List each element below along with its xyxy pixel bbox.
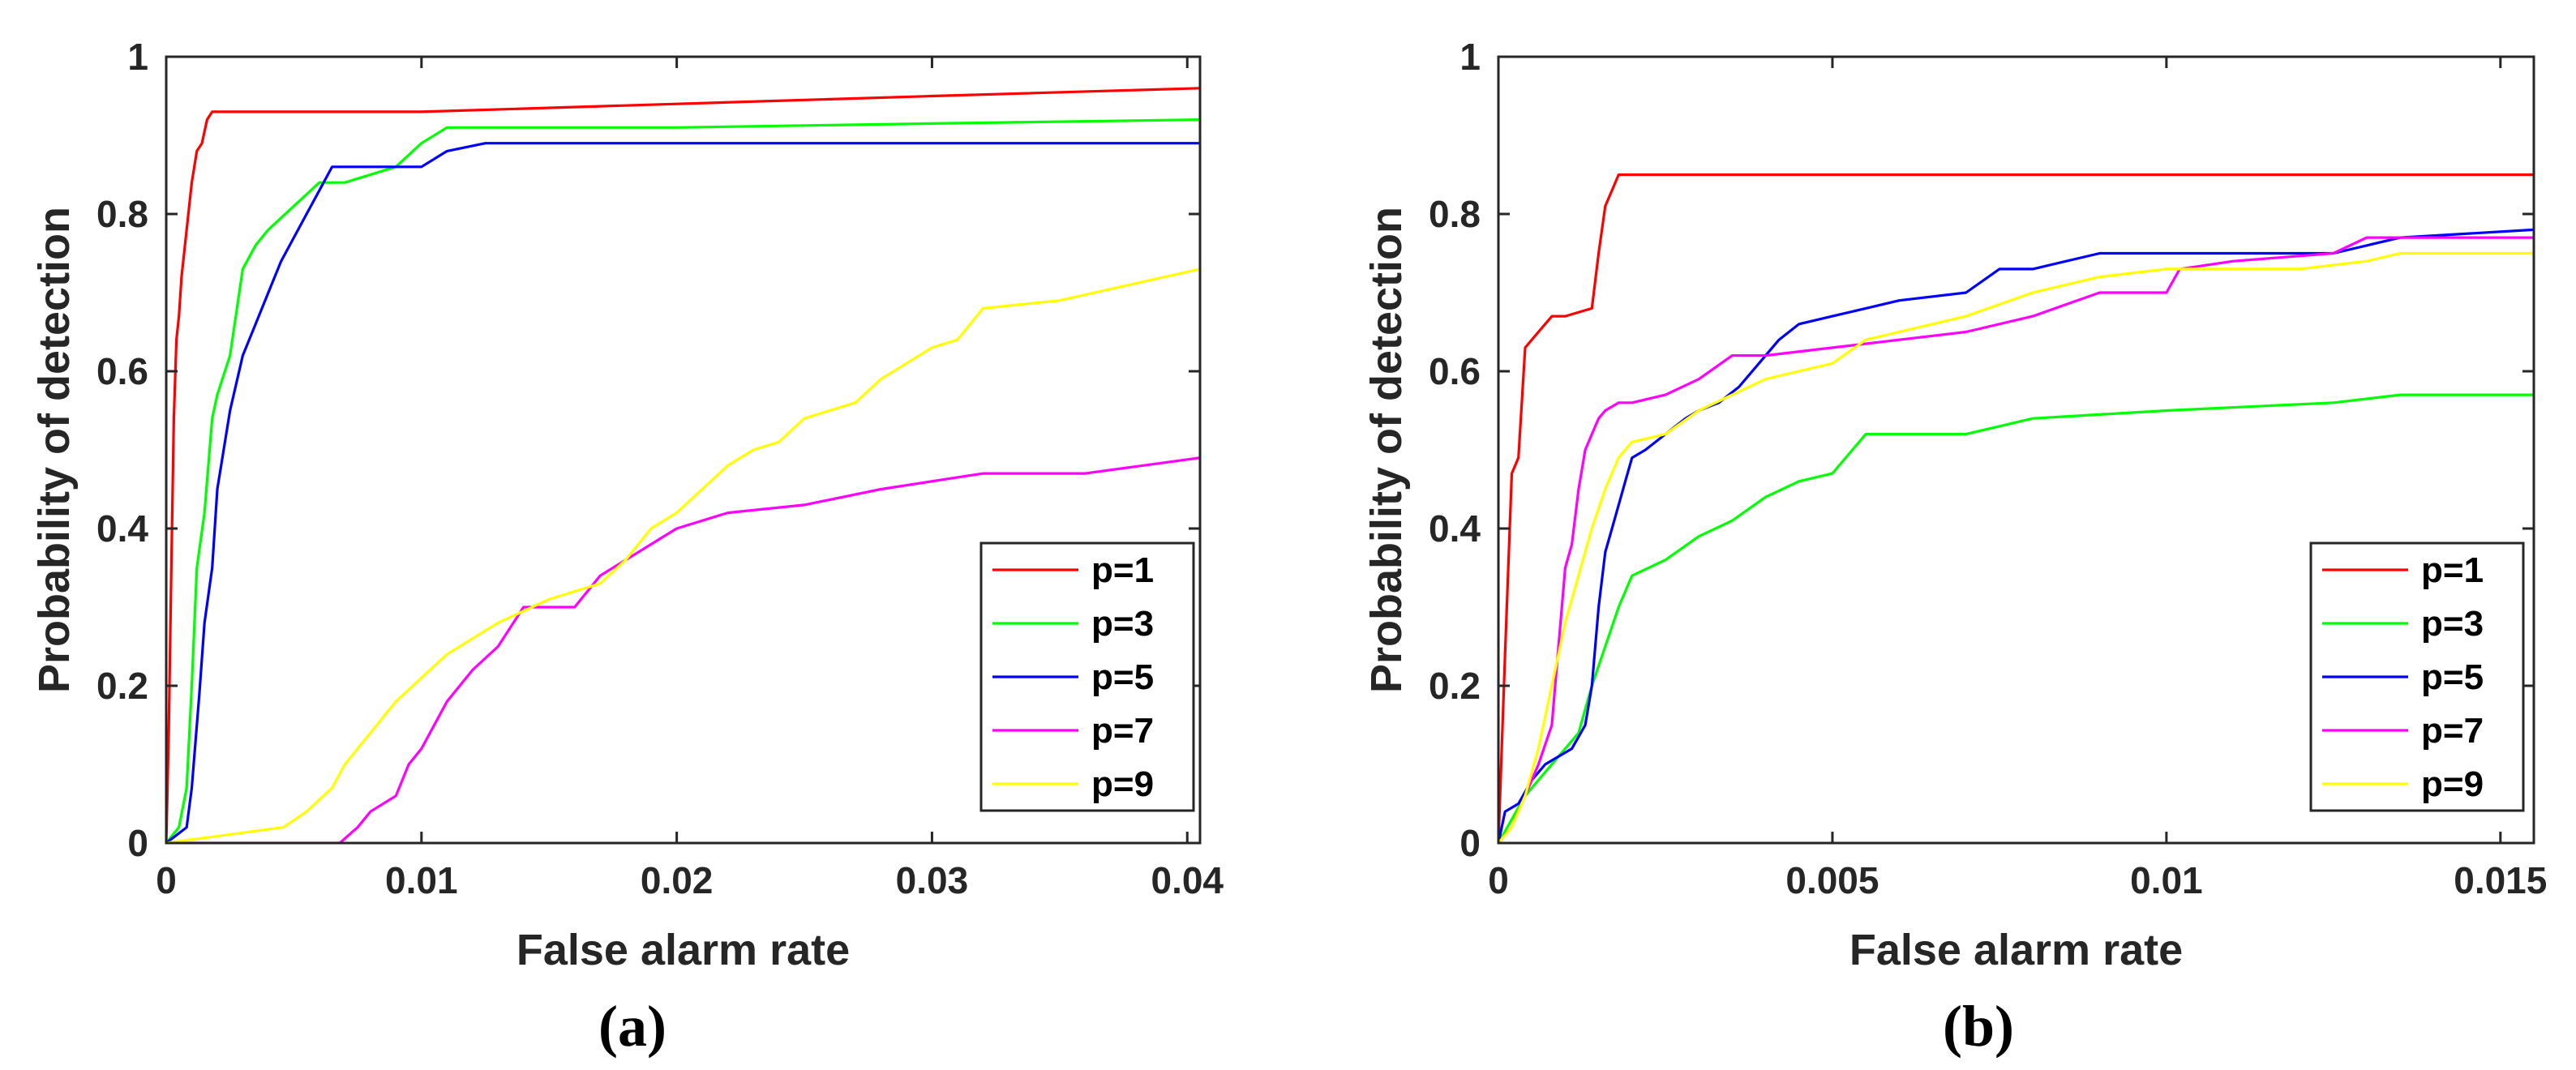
axes-frame	[165, 55, 1202, 845]
series-line-p=1	[166, 87, 1200, 843]
legend-label-p=3: p=3	[2421, 604, 2484, 644]
legend-label-p=1: p=1	[1091, 550, 1154, 590]
legend-label-p=9: p=9	[2421, 764, 2484, 804]
series-line-p=9	[166, 268, 1200, 843]
y-tick-label: 0.8	[96, 193, 148, 235]
series-group	[166, 87, 1200, 843]
series-line-p=3	[1498, 393, 2534, 843]
x-tick-label: 0	[156, 859, 177, 901]
y-tick-label: 0	[1459, 822, 1481, 864]
y-tick-label: 0.4	[1429, 507, 1481, 550]
y-tick-label: 0.8	[1429, 193, 1481, 235]
x-axis-label: False alarm rate	[1849, 926, 2183, 974]
chart-panel-a: 0 0.01 0.02 0.03 0.04 0 0.2 0.4 0.6 0.8 1 False ala…	[30, 36, 1224, 1059]
legend-label-p=7: p=7	[1091, 711, 1154, 751]
legend-label-p=5: p=5	[1091, 657, 1154, 697]
series-line-p=1	[1498, 173, 2534, 843]
x-tick-label: 0.015	[2454, 859, 2547, 901]
x-tick-label: 0.005	[1785, 859, 1879, 901]
legend-label-p=1: p=1	[2421, 550, 2484, 590]
legend-label-p=3: p=3	[1091, 604, 1154, 644]
legend: p=1 p=3 p=5 p=7 p=9	[979, 541, 1195, 812]
legend-label-p=5: p=5	[2421, 657, 2484, 697]
y-axis-label: Probability of detection	[30, 207, 79, 693]
panel-label: (a)	[598, 994, 667, 1059]
x-tick-label: 0.04	[1151, 859, 1224, 901]
y-tick-label: 0.4	[96, 507, 148, 550]
series-line-p=3	[166, 118, 1200, 843]
y-tick-label: 1	[1459, 36, 1481, 78]
legend-label-p=7: p=7	[2421, 711, 2484, 751]
series-line-p=9	[1498, 251, 2534, 843]
series-line-p=5	[166, 142, 1200, 843]
x-axis-label: False alarm rate	[516, 926, 850, 974]
x-tick-label: 0.03	[896, 859, 969, 901]
x-tick-label: 0.01	[2130, 859, 2203, 901]
x-tick-label: 0	[1488, 859, 1509, 901]
y-tick-label: 0.6	[96, 350, 148, 392]
y-tick-label: 0	[127, 822, 148, 864]
series-group	[1498, 173, 2534, 843]
y-tick-label: 1	[127, 36, 148, 78]
panel-label: (b)	[1943, 994, 2014, 1059]
x-tick-label: 0.01	[385, 859, 458, 901]
x-tick-label: 0.02	[641, 859, 714, 901]
series-line-p=7	[166, 456, 1200, 843]
y-tick-label: 0.2	[96, 665, 148, 707]
y-tick-label: 0.2	[1429, 665, 1481, 707]
legend-label-p=9: p=9	[1091, 764, 1154, 804]
y-axis-label: Probability of detection	[1362, 207, 1411, 693]
y-tick-label: 0.6	[1429, 350, 1481, 392]
axes-frame	[1497, 55, 2535, 845]
chart-panel-b: 0 0.005 0.01 0.015 0 0.2 0.4 0.6 0.8 1 False alarm…	[1362, 36, 2547, 1059]
legend: p=1 p=3 p=5 p=7 p=9	[2309, 541, 2525, 812]
